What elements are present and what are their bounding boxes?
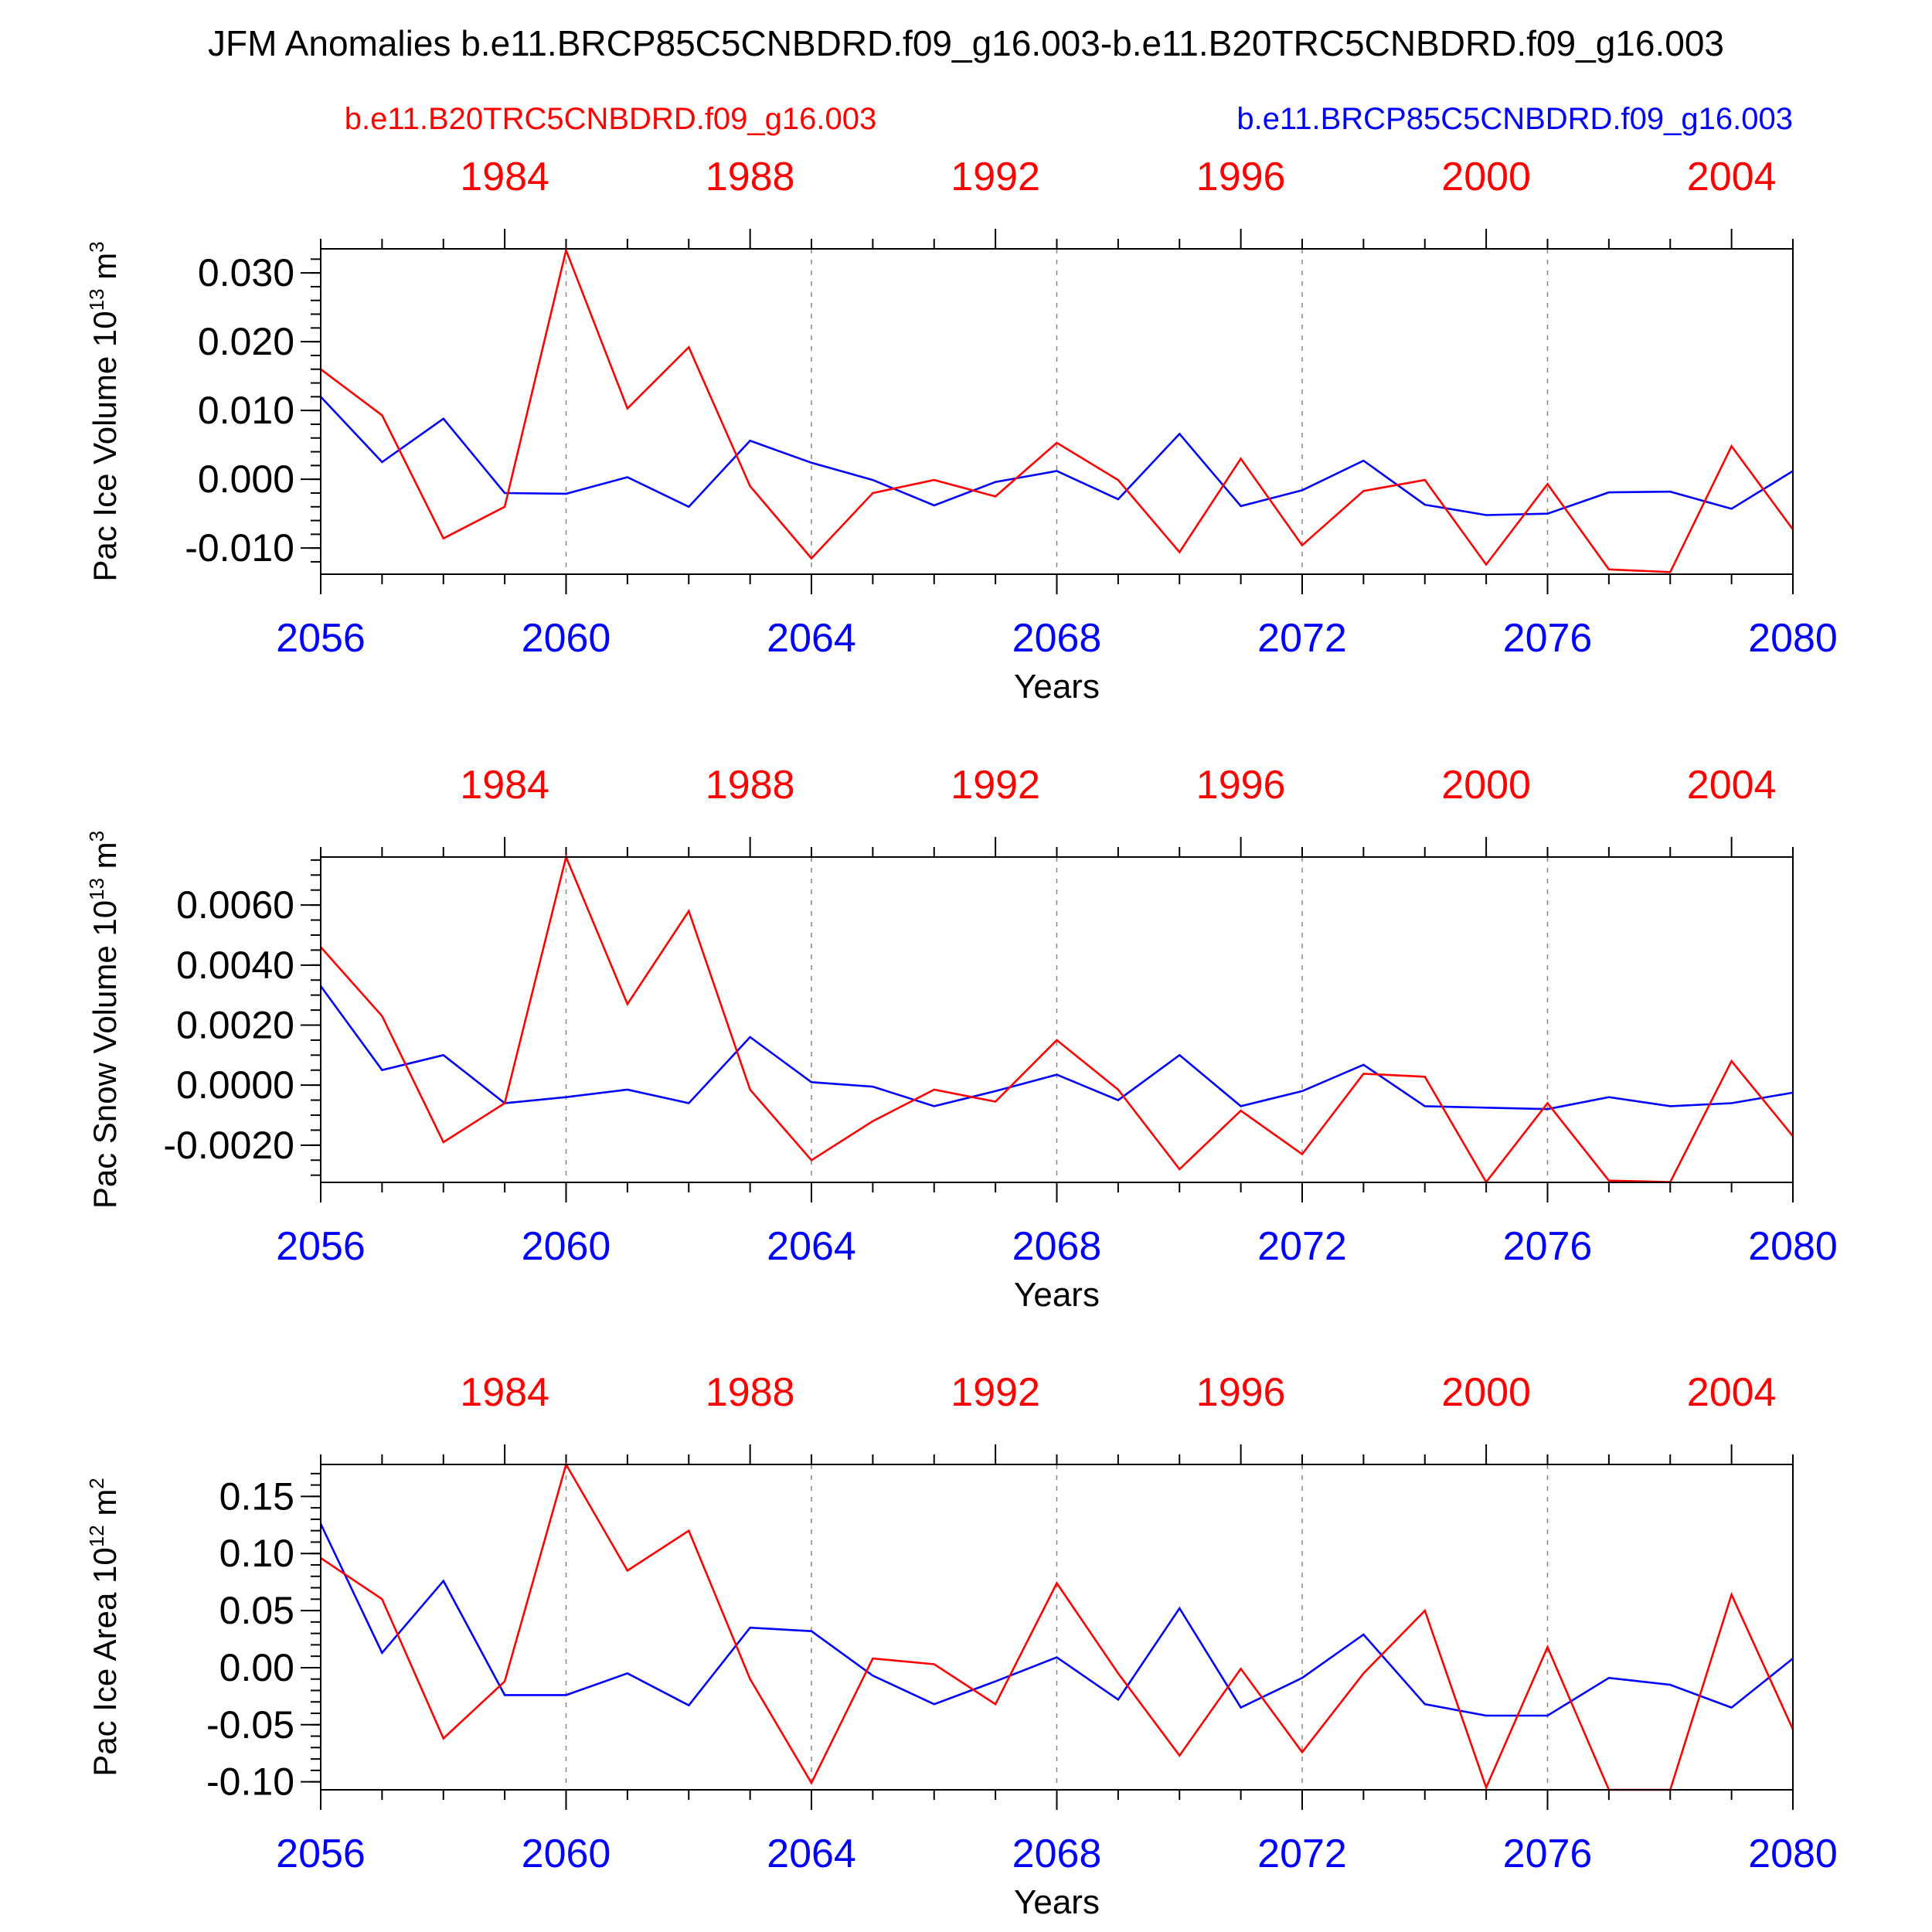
x-tick-label: 2064 bbox=[767, 1832, 856, 1876]
top-tick-label: 2004 bbox=[1687, 1370, 1777, 1415]
x-tick-label: 2076 bbox=[1503, 1832, 1593, 1876]
y-axis-title: Pac Ice Area 1012 m2 bbox=[85, 1478, 123, 1777]
y-tick-label: -0.010 bbox=[185, 526, 294, 570]
y-tick-label: -0.05 bbox=[206, 1703, 294, 1747]
top-tick-label: 1996 bbox=[1196, 155, 1286, 199]
top-tick-label: 1984 bbox=[460, 763, 549, 808]
top-tick-label: 1988 bbox=[706, 1370, 795, 1415]
y-tick-label: 0.0060 bbox=[176, 883, 294, 927]
y-axis-title: Pac Snow Volume 1013 m3 bbox=[85, 831, 123, 1209]
top-tick-label: 2000 bbox=[1441, 1370, 1531, 1415]
y-tick-label: 0.000 bbox=[198, 457, 294, 501]
x-tick-label: 2072 bbox=[1257, 616, 1347, 661]
x-axis-title: Years bbox=[1014, 668, 1100, 706]
plot-frame bbox=[320, 1464, 1794, 1791]
x-tick-label: 2060 bbox=[522, 1224, 611, 1269]
y-tick-label: 0.10 bbox=[219, 1532, 294, 1575]
series-line-rcp85 bbox=[320, 396, 1794, 516]
y-tick-label: 0.05 bbox=[219, 1589, 294, 1632]
chart-panel-2: 2056 2060 2064 2068 2072 2076 2080 1984 1988 1992… bbox=[85, 763, 1838, 1314]
x-tick-label: 2056 bbox=[276, 616, 366, 661]
chart-panel-1: 2056 2060 2064 2068 2072 2076 2080 1984 1988 1992… bbox=[85, 155, 1838, 706]
x-tick-label: 2068 bbox=[1012, 1832, 1102, 1876]
top-tick-label: 2000 bbox=[1441, 155, 1531, 199]
y-tick-label: -0.0020 bbox=[163, 1124, 294, 1167]
legend-label-historical: b.e11.B20TRC5CNBDRD.f09_g16.003 bbox=[345, 102, 877, 136]
figure-title: JFM Anomalies b.e11.BRCP85C5CNBDRD.f09_g… bbox=[208, 23, 1724, 63]
y-tick-label: 0.00 bbox=[219, 1646, 294, 1689]
series-line-historical bbox=[320, 247, 1794, 573]
x-tick-label: 2068 bbox=[1012, 1224, 1102, 1269]
plot-frame bbox=[320, 856, 1794, 1183]
y-tick-label: 0.020 bbox=[198, 320, 294, 363]
y-tick-label: 0.030 bbox=[198, 251, 294, 294]
top-tick-label: 1996 bbox=[1196, 763, 1286, 808]
x-tick-label: 2056 bbox=[276, 1832, 366, 1876]
x-tick-label: 2068 bbox=[1012, 616, 1102, 661]
y-tick-label: 0.0020 bbox=[176, 1003, 294, 1046]
x-axis-title: Years bbox=[1014, 1276, 1100, 1314]
top-tick-label: 1988 bbox=[706, 155, 795, 199]
x-tick-label: 2064 bbox=[767, 616, 856, 661]
chart-panel-3: 2056 2060 2064 2068 2072 2076 2080 1984 1988 1992… bbox=[85, 1370, 1838, 1921]
x-tick-label: 2076 bbox=[1503, 1224, 1593, 1269]
top-tick-label: 1992 bbox=[951, 1370, 1040, 1415]
y-tick-label: 0.0040 bbox=[176, 944, 294, 987]
top-tick-label: 1984 bbox=[460, 155, 549, 199]
top-tick-label: 1992 bbox=[951, 155, 1040, 199]
x-tick-label: 2072 bbox=[1257, 1832, 1347, 1876]
y-tick-label: 0.010 bbox=[198, 389, 294, 432]
x-tick-label: 2080 bbox=[1748, 1832, 1838, 1876]
series-line-rcp85 bbox=[319, 1523, 1794, 1717]
x-tick-label: 2080 bbox=[1748, 616, 1838, 661]
y-axis-title: Pac Ice Volume 1013 m3 bbox=[85, 241, 123, 581]
x-tick-label: 2072 bbox=[1257, 1224, 1347, 1269]
top-tick-label: 1988 bbox=[706, 763, 795, 808]
legend-label-rcp85: b.e11.BRCP85C5CNBDRD.f09_g16.003 bbox=[1236, 102, 1793, 136]
plot-frame bbox=[320, 248, 1794, 575]
series-line-rcp85 bbox=[319, 985, 1794, 1111]
chart-panels: 2056 2060 2064 2068 2072 2076 2080 1984 1988 1992… bbox=[85, 155, 1838, 1921]
x-tick-label: 2060 bbox=[522, 1832, 611, 1876]
top-tick-label: 1992 bbox=[951, 763, 1040, 808]
y-tick-label: -0.10 bbox=[206, 1760, 294, 1804]
top-tick-label: 1996 bbox=[1196, 1370, 1286, 1415]
top-tick-label: 1984 bbox=[460, 1370, 549, 1415]
x-tick-label: 2056 bbox=[276, 1224, 366, 1269]
x-axis-title: Years bbox=[1014, 1883, 1100, 1921]
x-tick-label: 2076 bbox=[1503, 616, 1593, 661]
y-tick-label: 0.0000 bbox=[176, 1063, 294, 1107]
top-tick-label: 2000 bbox=[1441, 763, 1531, 808]
x-tick-label: 2080 bbox=[1748, 1224, 1838, 1269]
x-tick-label: 2060 bbox=[522, 616, 611, 661]
y-tick-label: 0.15 bbox=[219, 1475, 294, 1518]
x-tick-label: 2064 bbox=[767, 1224, 856, 1269]
top-tick-label: 2004 bbox=[1687, 155, 1777, 199]
top-tick-label: 2004 bbox=[1687, 763, 1777, 808]
